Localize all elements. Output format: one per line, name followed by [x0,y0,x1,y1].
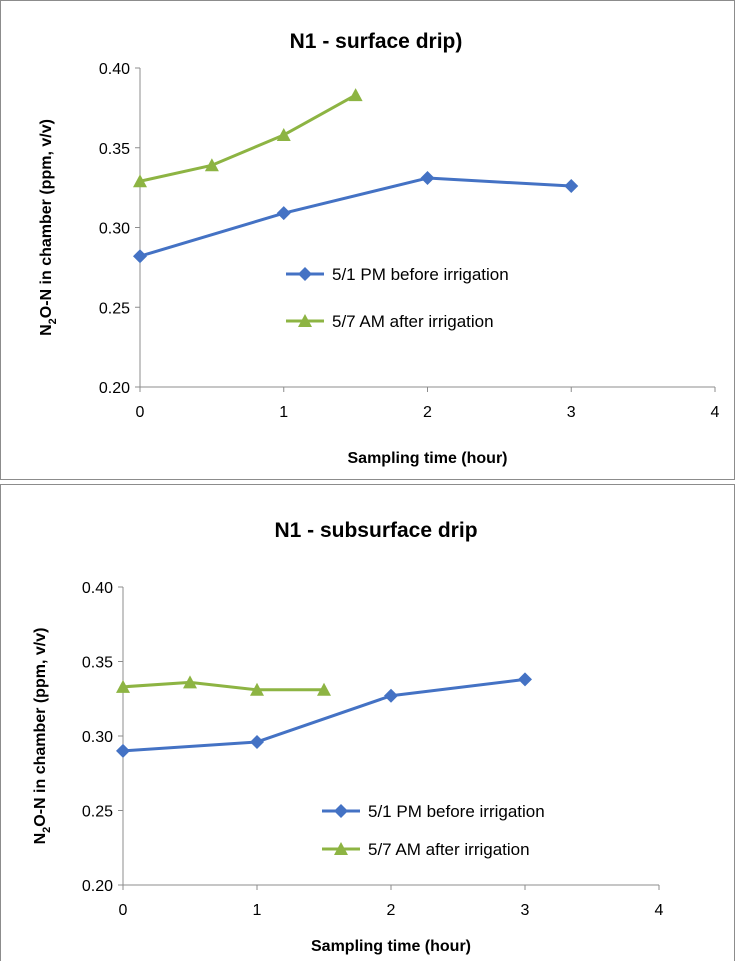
x-tick-label: 3 [567,404,576,421]
x-tick-label: 2 [387,902,396,919]
x-tick-label: 4 [711,404,720,421]
chart-title: N1 - surface drip) [290,30,463,53]
series-after-irrigation [116,675,331,696]
legend-marker [334,842,348,855]
x-tick-label: 2 [423,404,432,421]
chart-panel-surface: N1 - surface drip) 0.20 0.25 0.30 0.35 0.40 0 1… [0,0,735,480]
data-point [250,734,264,749]
series-before-irrigation [133,171,579,264]
series-line [139,93,357,183]
legend-label: 5/1 PM before irrigation [368,802,545,821]
data-point [116,743,130,758]
x-tick-label: 0 [119,902,128,919]
data-point [276,127,291,141]
legend: 5/1 PM before irrigation 5/7 AM after irr… [322,802,545,859]
data-point [133,174,147,188]
legend-label: 5/7 AM after irrigation [332,312,494,331]
y-axis-title-sub: 2 [47,318,59,324]
legend-marker [298,267,312,281]
y-axis-title: N2O-N in chamber (ppm, v/v) [38,119,59,336]
data-point [116,679,130,693]
legend-label: 5/1 PM before irrigation [332,265,509,284]
legend: 5/1 PM before irrigation 5/7 AM after irr… [286,265,509,331]
y-tick-label: 0.20 [82,878,113,895]
data-point [183,675,197,689]
y-axis-title-pre: N [32,833,49,845]
y-axis-title-post: O-N in chamber (ppm, v/v) [32,628,49,827]
x-tick-label: 3 [521,902,530,919]
series-line [139,176,572,258]
data-point [348,88,363,102]
data-point [250,682,264,696]
y-tick-label: 0.25 [82,804,113,821]
data-point [564,179,579,194]
series-line [122,680,324,692]
data-point [204,158,219,172]
x-axis-title: Sampling time (hour) [348,450,508,467]
y-axis-title-post: O-N in chamber (ppm, v/v) [38,119,55,318]
x-axis-title: Sampling time (hour) [311,938,471,955]
y-tick-label: 0.30 [82,729,113,746]
y-axis-title-sub: 2 [41,827,53,833]
y-tick-label: 0.40 [82,580,113,597]
data-point [276,206,291,221]
series-before-irrigation [116,672,532,758]
x-tick-label: 1 [279,404,288,421]
x-tick-label: 4 [655,902,664,919]
chart-subsurface-drip: N1 - subsurface drip 0.20 0.25 0.30 0.35 0.40… [32,519,664,955]
y-tick-label: 0.35 [82,655,113,672]
data-point [518,672,532,687]
data-point [317,682,331,696]
y-tick-label: 0.25 [99,300,130,317]
y-tick-label: 0.35 [99,141,130,158]
x-tick-label: 1 [253,902,262,919]
y-axis-title-pre: N [38,324,55,336]
legend-label: 5/7 AM after irrigation [368,840,530,859]
y-tick-label: 0.30 [99,221,130,238]
series-after-irrigation [133,88,363,188]
y-tick-label: 0.20 [99,380,130,397]
data-point [384,688,398,703]
data-point [133,249,147,264]
chart-surface-drip: N1 - surface drip) 0.20 0.25 0.30 0.35 0.40 0 1… [38,30,720,467]
data-point [420,171,435,186]
legend-marker [298,314,312,327]
y-axis-title: N2O-N in chamber (ppm, v/v) [32,628,53,845]
chart-panel-subsurface: N1 - subsurface drip 0.20 0.25 0.30 0.35 0.40… [0,484,735,961]
chart-title: N1 - subsurface drip [274,519,477,542]
y-tick-label: 0.40 [99,61,130,78]
x-tick-label: 0 [136,404,145,421]
legend-marker [334,804,348,818]
series-line [122,677,526,753]
